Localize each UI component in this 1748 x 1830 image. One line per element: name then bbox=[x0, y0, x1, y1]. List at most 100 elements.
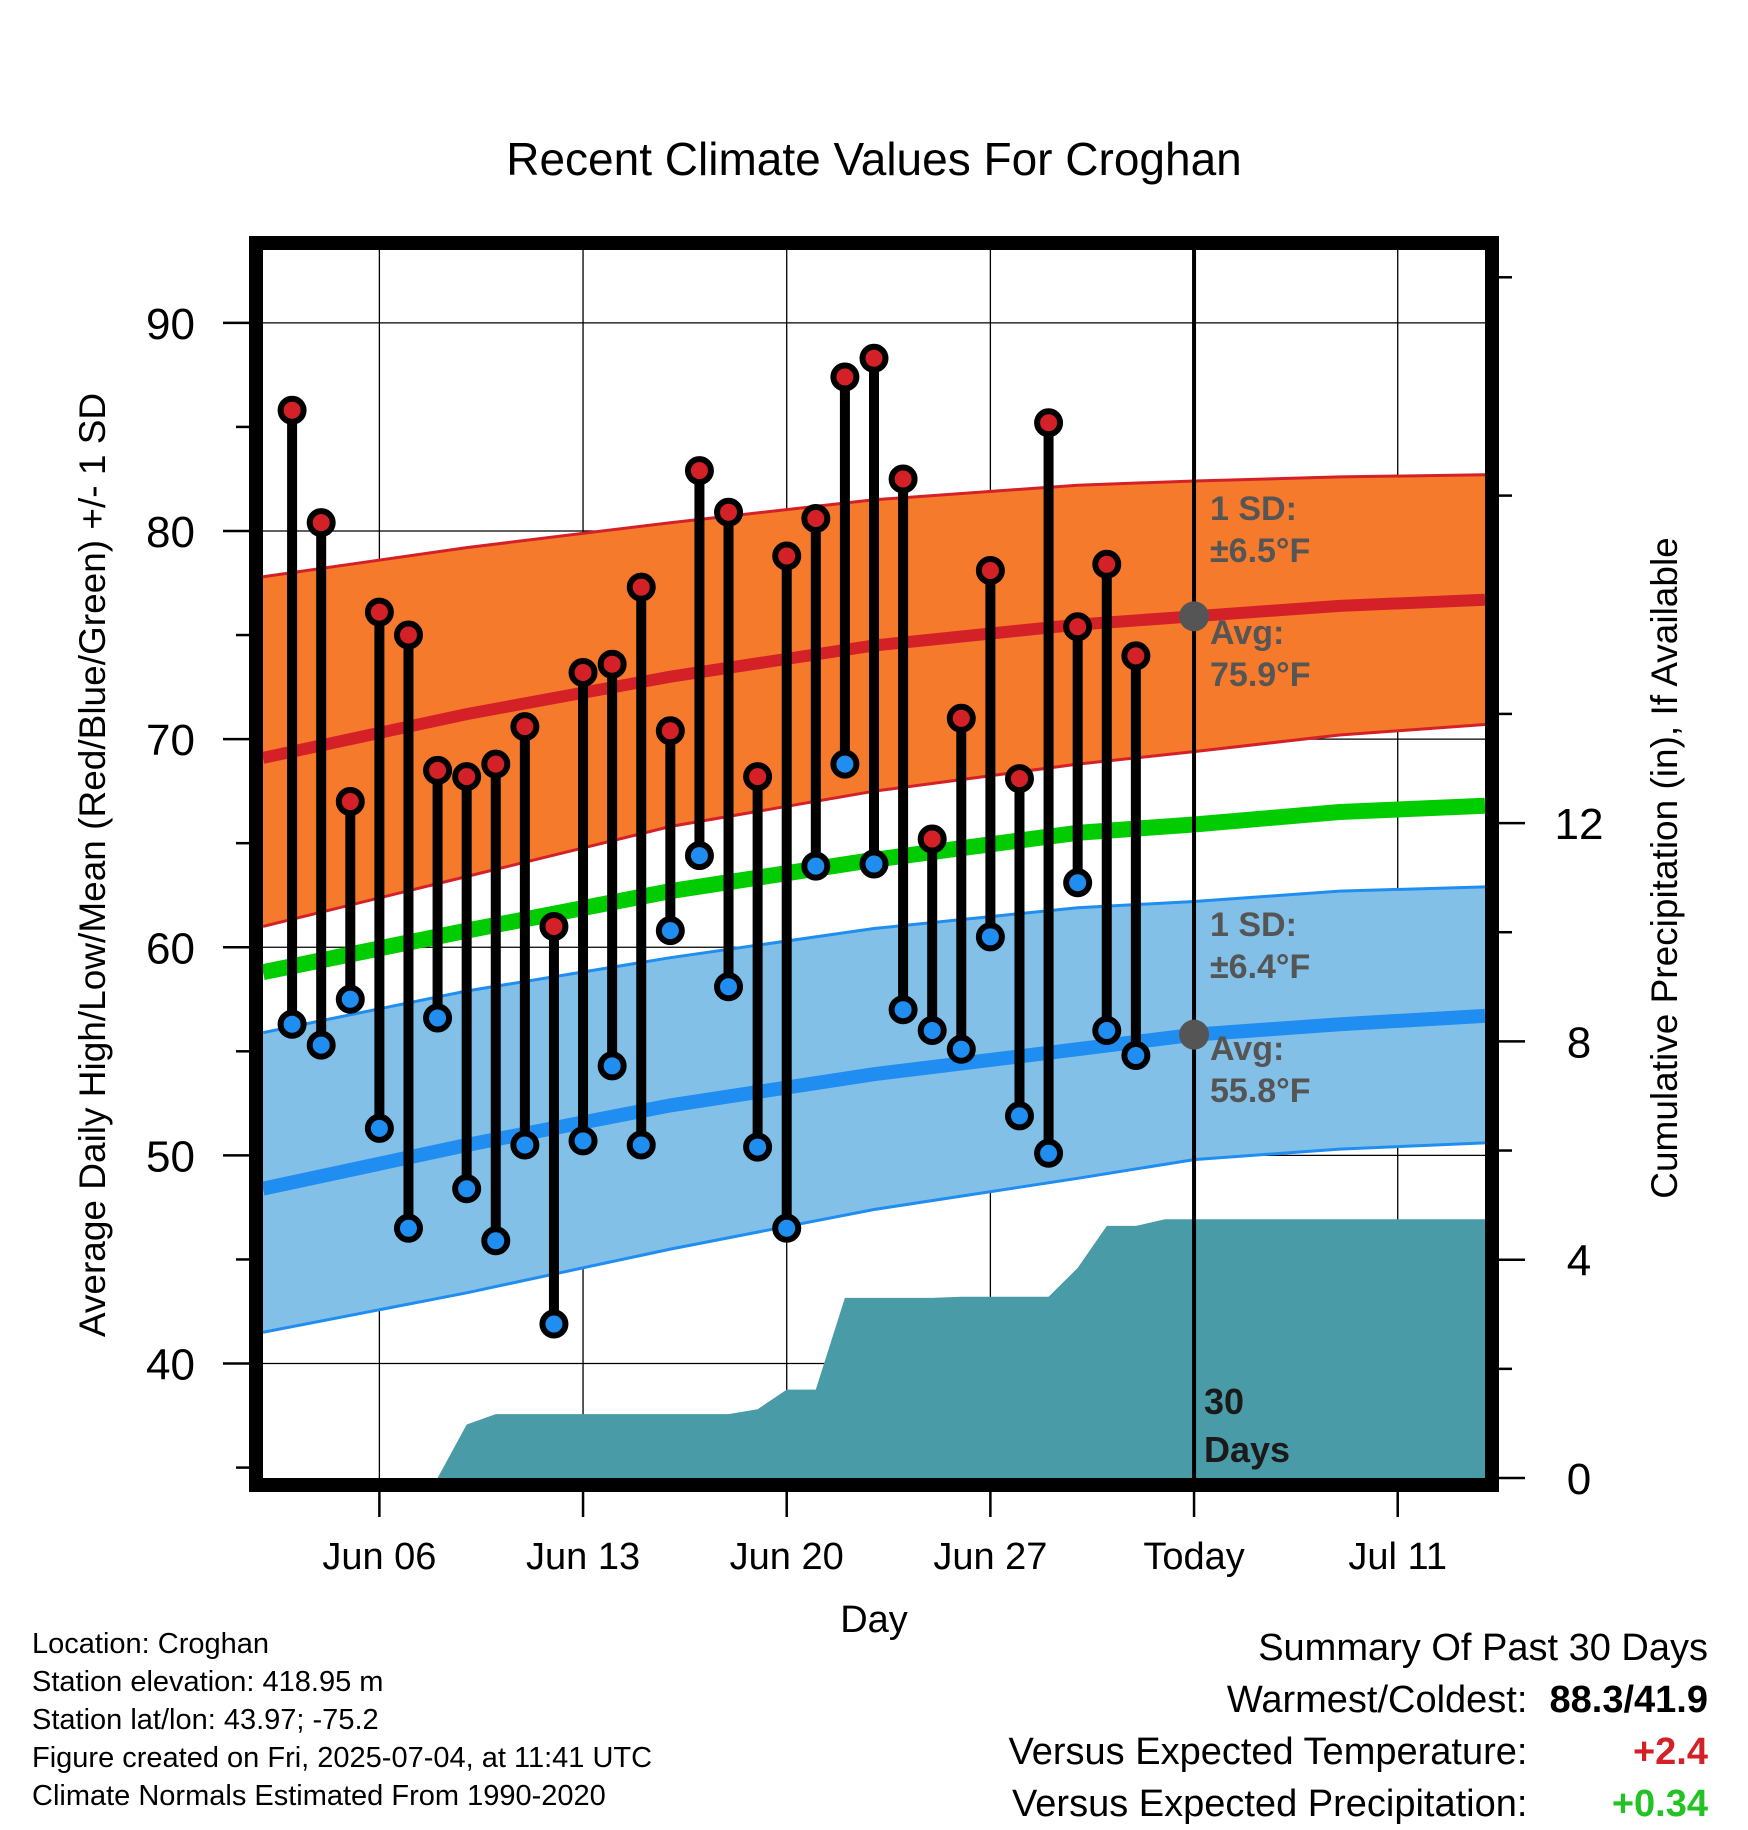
daily-low-point bbox=[452, 1174, 482, 1204]
low-avg-value: 55.8°F bbox=[1210, 1072, 1311, 1110]
daily-low-point bbox=[539, 1309, 569, 1339]
daily-points bbox=[277, 343, 1151, 1339]
low-sd-label: 1 SD: bbox=[1210, 906, 1297, 944]
low-sd-band-lower-edge bbox=[263, 1141, 1485, 1334]
daily-high-point bbox=[1034, 408, 1064, 438]
daily-high-point bbox=[597, 649, 627, 679]
daily-low-point bbox=[946, 1034, 976, 1064]
high-sd-band-upper-edge bbox=[263, 473, 1485, 579]
info-location: Location: Croghan bbox=[32, 1628, 269, 1660]
daily-high-point bbox=[830, 362, 860, 392]
daily-high-point bbox=[975, 556, 1005, 586]
daily-low-point bbox=[714, 972, 744, 1002]
x-axis-label: Day bbox=[840, 1599, 908, 1641]
daily-high-point bbox=[510, 712, 540, 742]
daily-low-point bbox=[306, 1030, 336, 1060]
y-tick-label: 70 bbox=[146, 716, 195, 765]
daily-low-point bbox=[743, 1132, 773, 1162]
daily-low-point bbox=[655, 916, 685, 946]
x-tick-label: Jul 11 bbox=[1348, 1536, 1447, 1578]
daily-high-point bbox=[481, 749, 511, 779]
daily-low-point bbox=[1063, 868, 1093, 898]
daily-low-point bbox=[830, 749, 860, 779]
x-tick-label: Jun 27 bbox=[933, 1536, 1047, 1578]
daily-low-point bbox=[364, 1113, 394, 1143]
precip-value: +0.34 bbox=[1611, 1783, 1708, 1825]
daily-high-point bbox=[626, 572, 656, 602]
daily-high-point bbox=[393, 620, 423, 650]
daily-high-point bbox=[1063, 612, 1093, 642]
daily-low-point bbox=[772, 1213, 802, 1243]
daily-high-point bbox=[539, 911, 569, 941]
daily-high-point bbox=[743, 762, 773, 792]
daily-high-point bbox=[1004, 764, 1034, 794]
high-sd-label: 1 SD: bbox=[1210, 490, 1297, 528]
daily-high-point bbox=[859, 343, 889, 373]
daily-low-point bbox=[393, 1213, 423, 1243]
daily-low-point bbox=[1004, 1101, 1034, 1131]
low-sd-value: ±6.4°F bbox=[1210, 948, 1310, 986]
precip-label: Versus Expected Precipitation: bbox=[1012, 1783, 1528, 1825]
daily-low-point bbox=[335, 984, 365, 1014]
daily-high-point bbox=[772, 541, 802, 571]
low-sd-band bbox=[263, 886, 1485, 1333]
high-avg-label: Avg: bbox=[1210, 614, 1284, 652]
warm-cold-value: 88.3/41.9 bbox=[1549, 1679, 1708, 1721]
daily-high-point bbox=[335, 787, 365, 817]
high-normal-line bbox=[263, 593, 1485, 764]
daily-low-point bbox=[626, 1130, 656, 1160]
y-tick-label: 90 bbox=[146, 300, 195, 349]
x-tick-label: Jun 13 bbox=[526, 1536, 640, 1578]
daily-low-point bbox=[975, 922, 1005, 952]
summary-panel: Summary Of Past 30 Days Warmest/Coldest:… bbox=[1009, 1622, 1708, 1830]
plot-frame bbox=[249, 236, 1499, 1492]
daily-high-point bbox=[423, 755, 453, 785]
warm-cold-label: Warmest/Coldest: bbox=[1226, 1679, 1528, 1721]
temp-value: +2.4 bbox=[1632, 1731, 1708, 1773]
daily-high-point bbox=[1121, 641, 1151, 671]
y-axis-label: Average Daily High/Low/Mean (Red/Blue/Gr… bbox=[72, 393, 113, 1337]
daily-low-point bbox=[510, 1130, 540, 1160]
daily-high-point bbox=[364, 597, 394, 627]
daily-low-point bbox=[1121, 1040, 1151, 1070]
summary-precip-row: Versus Expected Precipitation: +0.34 bbox=[1009, 1778, 1708, 1830]
y2-tick-label: 12 bbox=[1555, 800, 1604, 849]
daily-high-point bbox=[655, 716, 685, 746]
daily-low-point bbox=[423, 1003, 453, 1033]
daily-range-bars bbox=[287, 358, 1141, 1324]
y-tick-label: 60 bbox=[146, 924, 195, 973]
temp-label: Versus Expected Temperature: bbox=[1008, 1731, 1528, 1773]
y-tick-label: 50 bbox=[146, 1132, 195, 1181]
days-label-number: 30 bbox=[1204, 1381, 1244, 1422]
y-tick-label: 40 bbox=[146, 1341, 195, 1390]
today-high-avg-marker bbox=[1179, 601, 1210, 632]
x-tick-label: Jun 20 bbox=[730, 1536, 844, 1578]
daily-low-point bbox=[597, 1051, 627, 1081]
daily-high-point bbox=[277, 395, 307, 425]
daily-low-point bbox=[917, 1016, 947, 1046]
daily-high-point bbox=[452, 762, 482, 792]
precipitation-area bbox=[263, 1219, 1485, 1478]
daily-low-point bbox=[481, 1226, 511, 1256]
daily-low-point bbox=[684, 841, 714, 871]
station-info: Location: Croghan Station elevation: 418… bbox=[32, 1625, 652, 1815]
y-tick-label: 80 bbox=[146, 508, 195, 557]
today-line bbox=[1179, 250, 1210, 1478]
summary-temp-row: Versus Expected Temperature: +2.4 bbox=[1009, 1726, 1708, 1778]
info-latlon: Station lat/lon: 43.97; -75.2 bbox=[32, 1704, 379, 1736]
y2-axis-label: Cumulative Precipitation (in), If Availa… bbox=[1644, 537, 1685, 1199]
daily-low-point bbox=[1092, 1016, 1122, 1046]
info-elevation: Station elevation: 418.95 m bbox=[32, 1666, 384, 1698]
daily-high-point bbox=[714, 497, 744, 527]
precip-area bbox=[263, 1219, 1485, 1478]
daily-high-point bbox=[306, 508, 336, 538]
daily-high-point bbox=[568, 658, 598, 688]
x-tick-label: Jun 06 bbox=[322, 1536, 436, 1578]
daily-low-point bbox=[888, 995, 918, 1025]
today-low-avg-marker bbox=[1179, 1019, 1210, 1050]
y2-tick-label: 4 bbox=[1567, 1237, 1591, 1286]
daily-high-point bbox=[684, 456, 714, 486]
days-label-word: Days bbox=[1204, 1429, 1290, 1470]
low-avg-label: Avg: bbox=[1210, 1030, 1284, 1068]
